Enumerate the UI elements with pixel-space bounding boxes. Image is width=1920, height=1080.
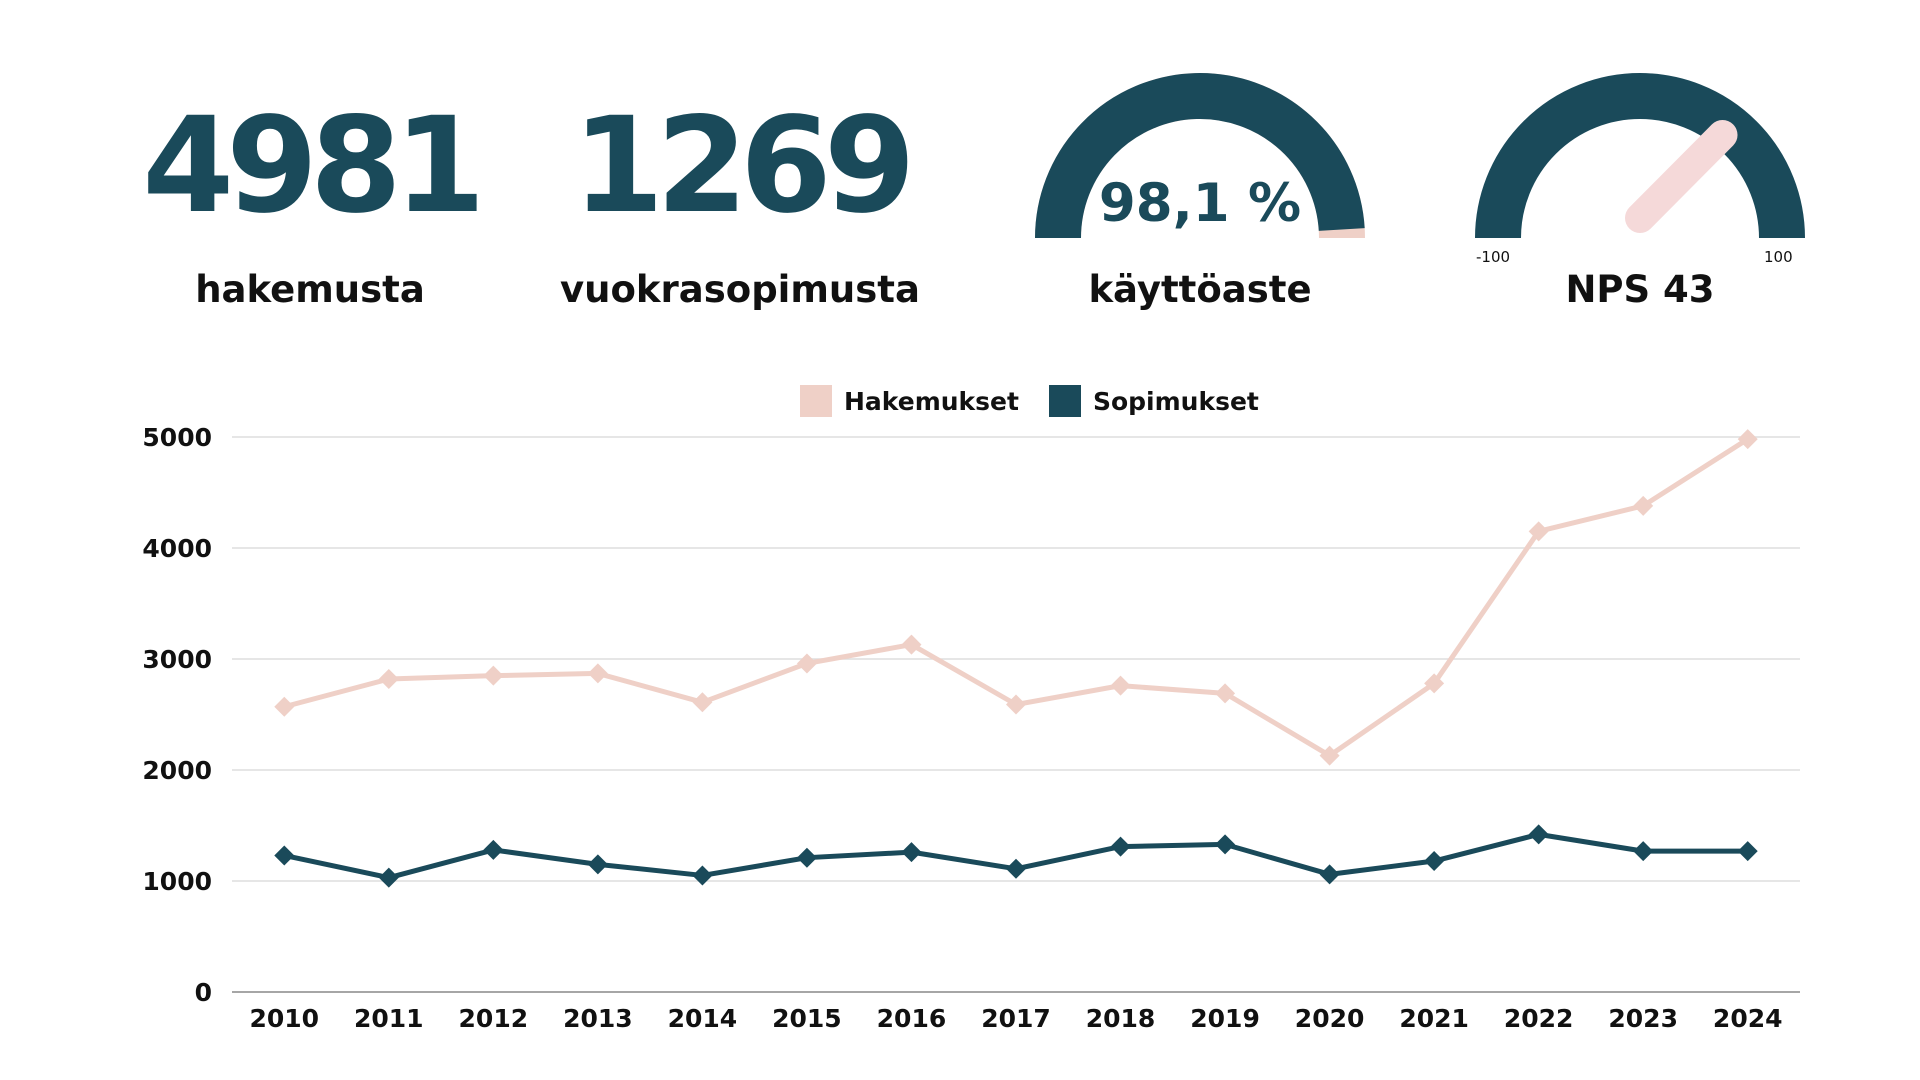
- data-point-sopimukset: [1110, 836, 1131, 857]
- nps-gauge-arc: [1475, 73, 1805, 239]
- nps-max-label: 100: [1764, 248, 1793, 266]
- chart-legend: Hakemukset Sopimukset: [800, 384, 1289, 418]
- x-tick-label: 2019: [1190, 1004, 1260, 1033]
- occupancy-gauge: [1035, 73, 1365, 239]
- data-point-sopimukset: [1215, 834, 1236, 855]
- y-tick-label: 1000: [142, 867, 212, 896]
- data-point-hakemukset: [274, 696, 295, 717]
- data-point-sopimukset: [901, 842, 922, 863]
- data-point-hakemukset: [692, 692, 713, 713]
- nps-min-label: -100: [1476, 248, 1511, 266]
- kpi-contracts: 1269 vuokrasopimusta: [560, 0, 920, 330]
- data-point-sopimukset: [1737, 841, 1758, 862]
- x-tick-label: 2024: [1713, 1004, 1783, 1033]
- data-point-hakemukset: [1006, 694, 1026, 715]
- x-tick-label: 2016: [877, 1004, 947, 1033]
- data-point-sopimukset: [1319, 864, 1340, 885]
- legend-label-contracts: Sopimukset: [1092, 386, 1259, 416]
- nps-label: NPS 43: [1565, 268, 1715, 311]
- kpi-applications: 4981 hakemusta: [140, 0, 485, 330]
- applications-count: 4981: [142, 89, 485, 243]
- occupancy-value: 98,1 %: [1098, 173, 1302, 234]
- x-tick-label: 2022: [1504, 1004, 1574, 1033]
- y-tick-label: 0: [195, 978, 212, 1007]
- nps-gauge: [1475, 73, 1805, 239]
- data-point-hakemukset: [1424, 673, 1445, 694]
- legend-label-applications: Hakemukset: [844, 386, 1019, 416]
- data-point-hakemukset: [587, 663, 608, 684]
- x-tick-label: 2017: [981, 1004, 1051, 1033]
- data-point-hakemukset: [1319, 745, 1340, 766]
- contracts-label: vuokrasopimusta: [560, 268, 920, 311]
- data-point-sopimukset: [587, 854, 608, 875]
- contracts-count: 1269: [572, 89, 915, 243]
- occupancy-gauge-fill: [1035, 73, 1365, 239]
- data-point-hakemukset: [1633, 495, 1654, 516]
- x-tick-label: 2012: [459, 1004, 529, 1033]
- x-tick-label: 2014: [668, 1004, 738, 1033]
- legend-swatch-contracts: [1048, 385, 1081, 417]
- legend-item-contracts: Sopimukset: [1048, 385, 1259, 417]
- data-point-sopimukset: [1633, 841, 1654, 862]
- line-chart: 0 1000 2000 3000 4000 5000 2010 2011 2012 2013 201…: [142, 423, 1800, 1033]
- y-tick-label: 5000: [142, 423, 212, 452]
- data-point-hakemukset: [901, 634, 922, 655]
- data-point-hakemukset: [483, 665, 504, 686]
- occupancy-label: käyttöaste: [1088, 268, 1312, 311]
- x-tick-label: 2023: [1608, 1004, 1678, 1033]
- data-point-sopimukset: [274, 845, 295, 866]
- nps-needle: [1625, 119, 1738, 233]
- data-point-hakemukset: [378, 668, 399, 689]
- data-point-sopimukset: [796, 847, 817, 868]
- x-tick-label: 2013: [563, 1004, 633, 1033]
- applications-label: hakemusta: [195, 268, 425, 311]
- x-tick-label: 2010: [249, 1004, 319, 1033]
- x-tick-label: 2020: [1295, 1004, 1365, 1033]
- x-tick-label: 2021: [1399, 1004, 1469, 1033]
- data-point-sopimukset: [378, 867, 399, 888]
- x-tick-label: 2018: [1086, 1004, 1156, 1033]
- data-point-sopimukset: [1424, 851, 1445, 872]
- data-point-sopimukset: [483, 839, 504, 860]
- y-tick-label: 3000: [142, 645, 212, 674]
- data-point-sopimukset: [1006, 858, 1026, 879]
- legend-item-applications: Hakemukset: [800, 385, 1019, 417]
- data-point-hakemukset: [1737, 429, 1758, 450]
- y-tick-label: 4000: [142, 534, 212, 563]
- x-tick-label: 2015: [772, 1004, 842, 1033]
- data-point-sopimukset: [1528, 824, 1549, 845]
- x-tick-label: 2011: [354, 1004, 424, 1033]
- data-point-hakemukset: [1110, 675, 1131, 696]
- kpi-occupancy: 98,1 % käyttöaste: [1000, 0, 1400, 330]
- legend-swatch-applications: [800, 385, 832, 417]
- data-point-hakemukset: [1528, 521, 1549, 542]
- y-tick-label: 2000: [142, 756, 212, 785]
- data-point-hakemukset: [796, 653, 817, 674]
- kpi-nps: -100 100 NPS 43: [1440, 0, 1840, 330]
- data-point-hakemukset: [1215, 683, 1236, 704]
- data-point-sopimukset: [692, 865, 713, 886]
